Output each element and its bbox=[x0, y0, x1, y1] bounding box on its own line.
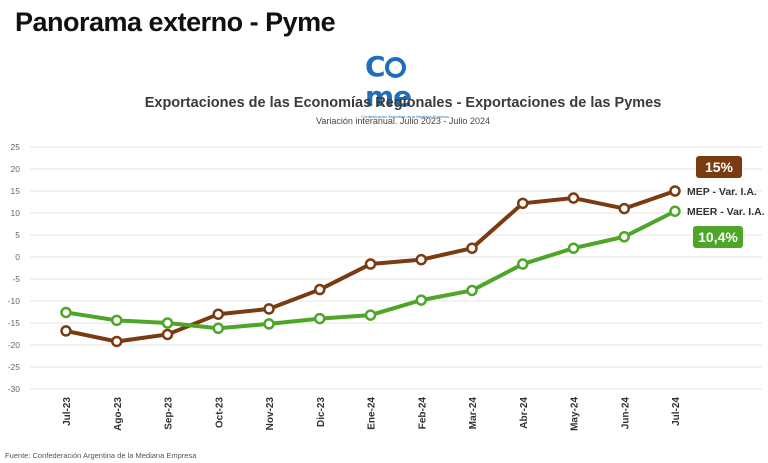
x-tick-label: Feb-24 bbox=[417, 397, 428, 430]
series-label: MEP - Var. I.A. bbox=[687, 186, 757, 198]
series-badge bbox=[693, 226, 743, 248]
data-point bbox=[314, 312, 326, 325]
x-tick-label: Sep-23 bbox=[164, 397, 175, 430]
series-label: MEER - Var. I.A. bbox=[687, 206, 765, 218]
data-point bbox=[364, 258, 377, 270]
x-tick-label: Ene-24 bbox=[367, 397, 378, 430]
data-point bbox=[161, 328, 174, 341]
data-point bbox=[415, 294, 427, 306]
data-point bbox=[618, 202, 630, 215]
data-point bbox=[60, 325, 72, 337]
data-point bbox=[669, 205, 681, 217]
data-point bbox=[364, 309, 377, 321]
y-tick-label: -5 bbox=[12, 274, 20, 284]
chart-title: Exportaciones de las Economías Regionale… bbox=[144, 95, 662, 111]
data-point bbox=[161, 317, 174, 329]
x-tick-label: Mar-24 bbox=[468, 397, 479, 430]
data-point bbox=[466, 284, 478, 297]
logo-subtitle: Confederación Argentina de la Mediana Em… bbox=[361, 114, 449, 119]
y-tick-label: 0 bbox=[15, 252, 20, 262]
data-point bbox=[263, 303, 275, 315]
came-logo: Cme Confederación Argentina de la Median… bbox=[361, 52, 448, 120]
data-point bbox=[517, 197, 529, 210]
y-tick-label: -20 bbox=[8, 340, 21, 350]
y-tick-label: 15 bbox=[11, 186, 21, 196]
data-point bbox=[111, 335, 123, 348]
data-point bbox=[567, 192, 580, 204]
y-tick-label: 10 bbox=[11, 208, 21, 218]
page-title: Panorama externo - Pyme bbox=[15, 7, 336, 37]
data-point bbox=[466, 242, 478, 254]
data-point bbox=[415, 253, 427, 266]
y-tick-label: 5 bbox=[15, 230, 20, 240]
y-tick-label: 25 bbox=[11, 142, 21, 152]
chart-subtitle: Variación interanual. Julio 2023 - Julio… bbox=[316, 116, 490, 126]
y-tick-label: -10 bbox=[8, 296, 21, 306]
x-tick-label: Jul-24 bbox=[671, 397, 682, 426]
y-tick-label: 20 bbox=[11, 164, 21, 174]
data-point bbox=[263, 318, 275, 330]
x-tick-label: Oct-23 bbox=[214, 397, 225, 429]
data-point bbox=[669, 185, 681, 197]
x-tick-label: Abr-24 bbox=[519, 397, 530, 429]
source-note: Fuente: Confederación Argentina de la Me… bbox=[5, 451, 197, 460]
x-tick-label: Dic-23 bbox=[316, 397, 327, 427]
x-tick-label: Jun-24 bbox=[620, 397, 631, 430]
y-tick-label: -25 bbox=[8, 362, 21, 372]
series-badge bbox=[696, 156, 742, 178]
x-tick-label: Jul-23 bbox=[62, 397, 73, 426]
series-badge-label: 15% bbox=[705, 159, 734, 175]
data-point bbox=[567, 242, 580, 254]
data-point bbox=[212, 308, 224, 320]
data-point bbox=[111, 314, 123, 327]
data-point bbox=[517, 258, 529, 270]
x-tick-label: Nov-23 bbox=[265, 397, 276, 431]
data-point bbox=[60, 306, 72, 319]
logo-wordmark: Cme bbox=[365, 50, 412, 113]
data-point bbox=[618, 231, 630, 243]
x-tick-label: May-24 bbox=[570, 397, 581, 431]
x-tick-label: Ago-23 bbox=[113, 397, 124, 431]
y-tick-label: -30 bbox=[8, 384, 21, 394]
y-tick-label: -15 bbox=[8, 318, 21, 328]
data-point bbox=[314, 283, 326, 296]
data-point bbox=[212, 322, 224, 335]
series-badge-label: 10,4% bbox=[698, 229, 738, 245]
logo-ring-icon bbox=[384, 57, 406, 78]
